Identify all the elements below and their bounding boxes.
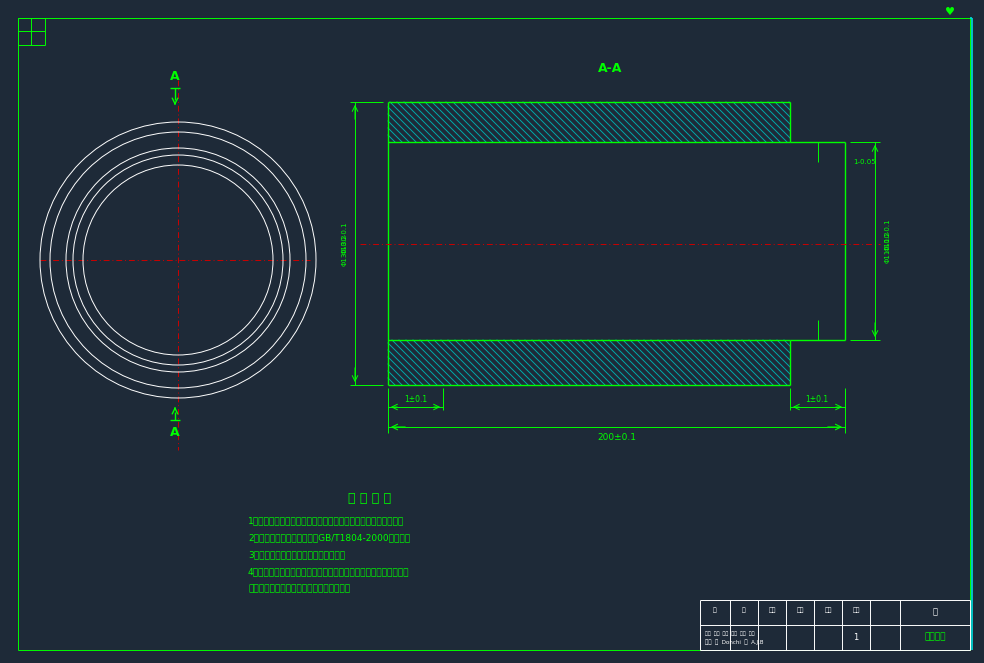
- Text: 单位  专业  拟稿  制图  描图  审定: 单位 专业 拟稿 制图 描图 审定: [705, 631, 755, 636]
- Text: 批: 批: [933, 607, 938, 617]
- Text: 1-0.05: 1-0.05: [853, 159, 876, 165]
- Text: Φ130-0.2: Φ130-0.2: [342, 233, 348, 266]
- Text: 1±0.1: 1±0.1: [806, 394, 829, 404]
- Text: 日期: 日期: [852, 607, 860, 613]
- Text: A: A: [170, 70, 180, 82]
- Text: 1±0.1: 1±0.1: [404, 394, 428, 404]
- Text: 1、零件加工表面上，不应有划痕、擦伤等损伤零件表面的缺陷。: 1、零件加工表面上，不应有划痕、擦伤等损伤零件表面的缺陷。: [248, 516, 404, 525]
- Text: 1: 1: [853, 633, 859, 642]
- Text: 制图: 制图: [769, 607, 775, 613]
- Text: A-A: A-A: [598, 62, 622, 74]
- Text: 审核: 审核: [796, 607, 804, 613]
- Text: A: A: [170, 426, 180, 438]
- Text: 2、未注线性尺寸公差应符合GB/T1804-2000的要求。: 2、未注线性尺寸公差应符合GB/T1804-2000的要求。: [248, 533, 410, 542]
- Text: 描: 描: [742, 607, 746, 613]
- Text: 阳隆  张  Donchi  杨  A.J.B: 阳隆 张 Donchi 杨 A.J.B: [705, 639, 764, 645]
- Text: Φ130-0.1: Φ130-0.1: [342, 221, 348, 254]
- Text: 电机转子: 电机转子: [924, 633, 946, 642]
- Text: 技 术 要 求: 技 术 要 求: [348, 491, 392, 505]
- Text: 皮、油脂、灰尘、泥土、盐和污物等除去。: 皮、油脂、灰尘、泥土、盐和污物等除去。: [248, 584, 350, 593]
- Text: 批准: 批准: [825, 607, 831, 613]
- Text: ♥: ♥: [945, 7, 955, 17]
- Text: 4、所有需要进行涂装的钢铁制件表面在涂漆前，必须将铁锈、氧化: 4、所有需要进行涂装的钢铁制件表面在涂漆前，必须将铁锈、氧化: [248, 567, 409, 576]
- Text: 3、加工后的零件不允许有毛刺、飞边。: 3、加工后的零件不允许有毛刺、飞边。: [248, 550, 345, 559]
- Text: Φ110-0.1: Φ110-0.1: [885, 219, 891, 251]
- Text: 200±0.1: 200±0.1: [597, 432, 636, 442]
- Text: Φ110-0.2: Φ110-0.2: [885, 231, 891, 263]
- Text: 做: 做: [713, 607, 717, 613]
